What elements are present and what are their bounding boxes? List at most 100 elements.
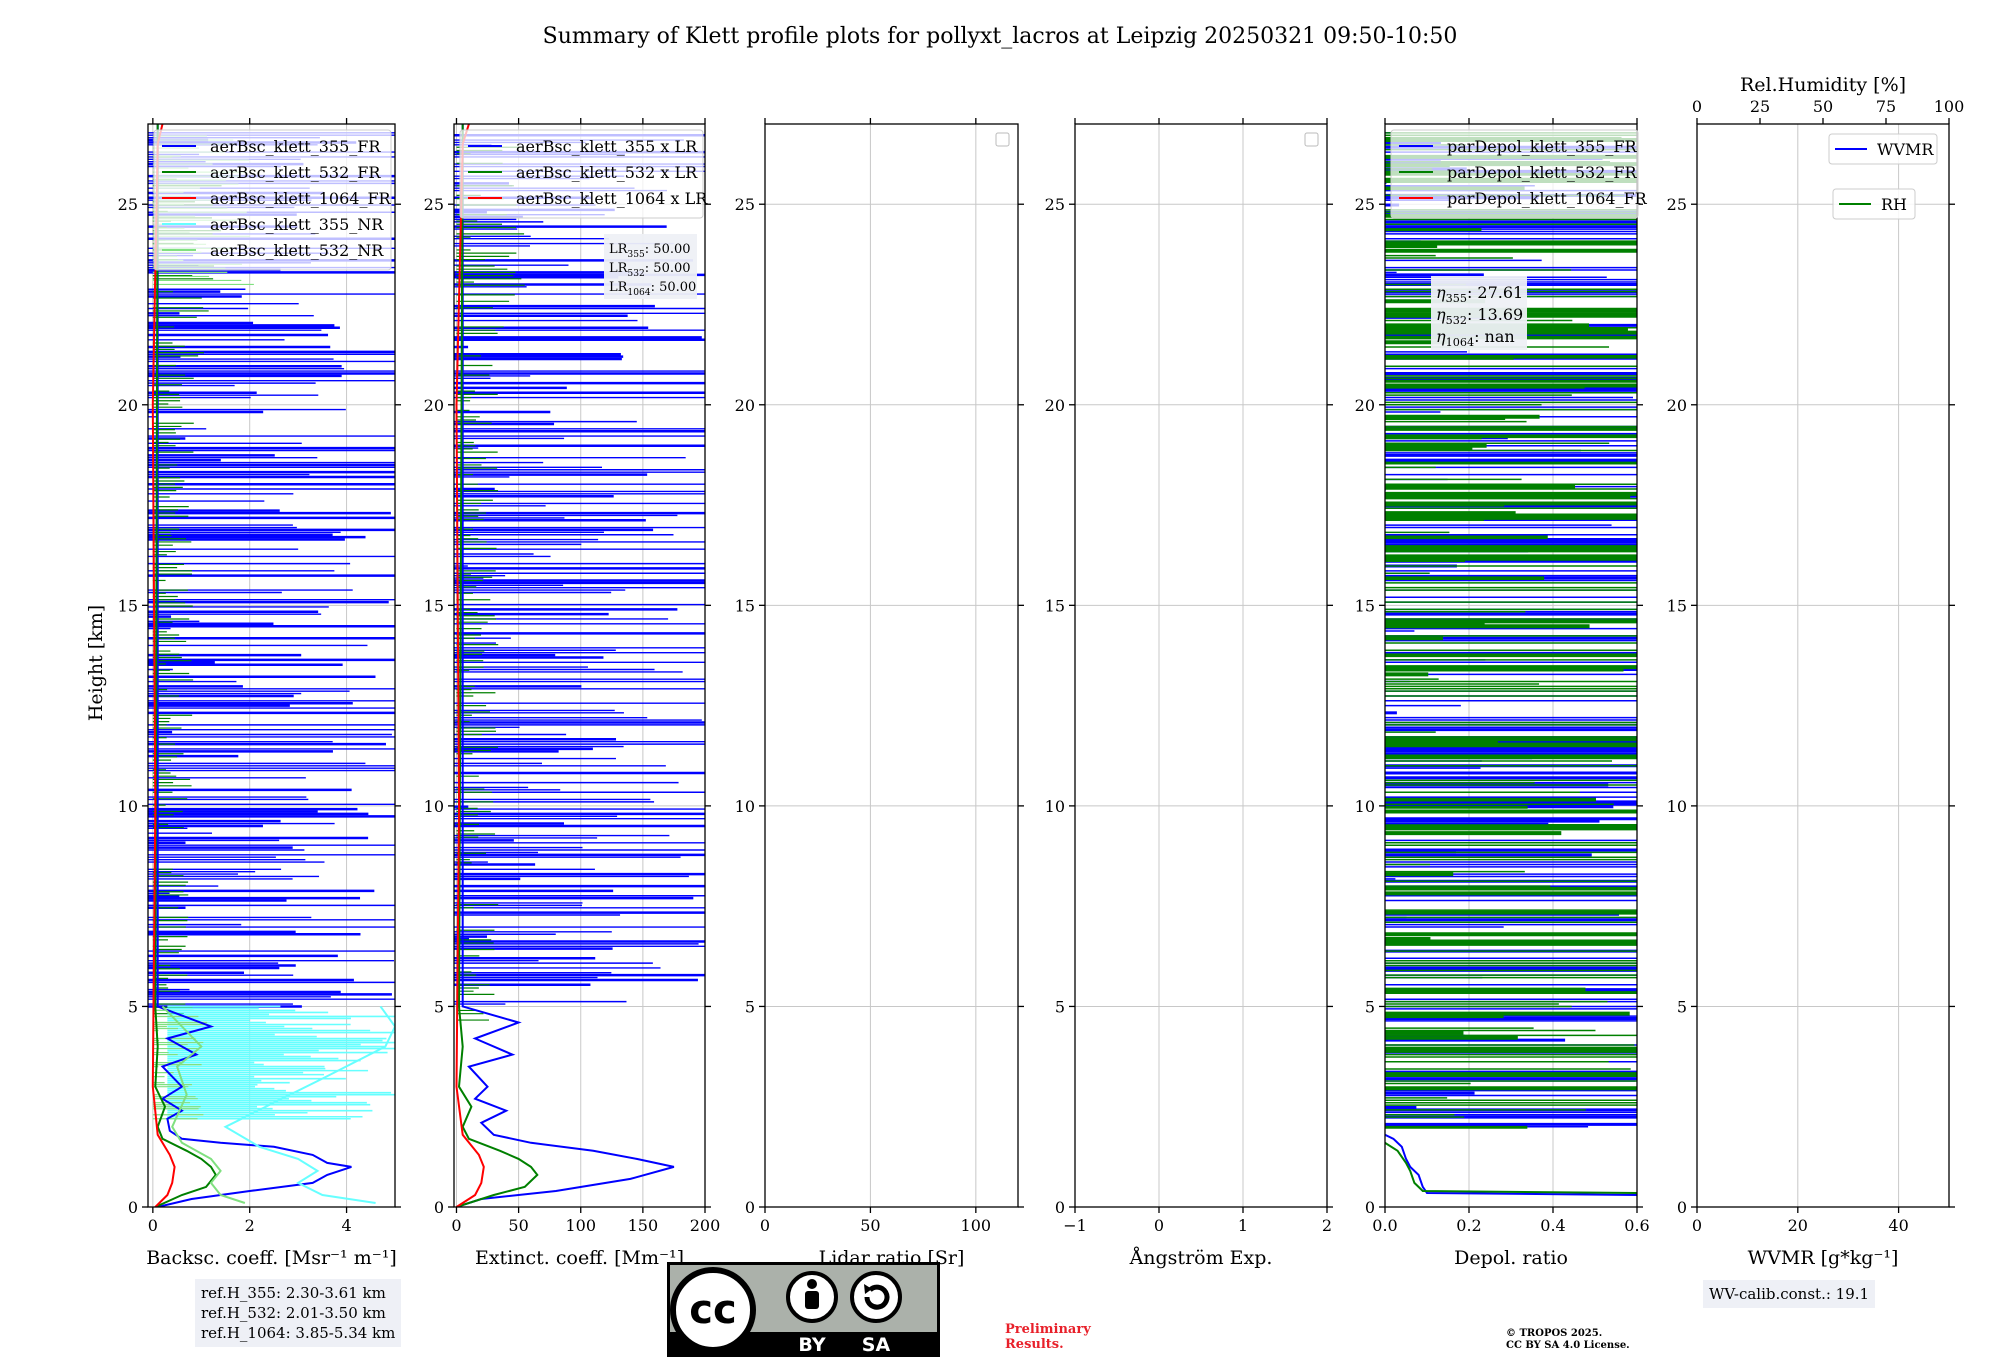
y-tick-label: 15 xyxy=(1667,596,1687,615)
legend-label: parDepol_klett_532_FR xyxy=(1447,163,1638,182)
x-tick-label: 0.4 xyxy=(1540,1216,1565,1235)
series-depol-0 xyxy=(1385,1133,1637,1196)
subplot-wvmr: 0 20 40 0 5 10 15 20 25 WVMR [g*kg⁻¹] 0 25 50 75 100 Re… xyxy=(1667,74,1965,1269)
axes-frame-extinction xyxy=(453,123,706,1208)
y-tick-label: 20 xyxy=(1355,396,1375,415)
y-tick-label: 20 xyxy=(1667,396,1687,415)
ref-height-532: ref.H_532: 2.01-3.50 km xyxy=(201,1304,386,1322)
cc-icon-text: cc xyxy=(689,1287,736,1333)
legend-label: aerBsc_klett_355_FR xyxy=(210,137,381,156)
y-tick-label: 15 xyxy=(424,596,444,615)
axes-frame-backscatter xyxy=(147,123,396,1208)
y-tick-label: 10 xyxy=(1667,797,1687,816)
y-tick-label: 10 xyxy=(424,797,444,816)
series-extinction-0 xyxy=(456,124,675,1207)
legend-label: parDepol_klett_355_FR xyxy=(1447,137,1638,156)
series-backscatter-1 xyxy=(154,124,218,1207)
y-tick-label: 0 xyxy=(1365,1198,1375,1217)
axes-frame-angstrom xyxy=(1074,123,1328,1208)
series-extinction-1 xyxy=(456,124,539,1207)
x2-tick-label: 50 xyxy=(1813,97,1833,116)
x-tick-label: 0.0 xyxy=(1372,1216,1397,1235)
y-tick-label: 10 xyxy=(735,797,755,816)
x-tick-label: −1 xyxy=(1063,1216,1087,1235)
y-tick-label: 25 xyxy=(1045,195,1065,214)
legend-label: RH xyxy=(1881,195,1907,214)
x-axis-label-wvmr: WVMR [g*kg⁻¹] xyxy=(1748,1247,1899,1269)
series-backscatter-3 xyxy=(223,1005,395,1204)
legend-box-RH xyxy=(1832,188,1916,220)
legend-label: aerBsc_klett_355_NR xyxy=(210,215,384,234)
copyright-line-1: © TROPOS 2025. xyxy=(1506,1328,1603,1339)
x-tick-label: 150 xyxy=(628,1216,659,1235)
y-tick-label: 0 xyxy=(745,1198,755,1217)
x-tick-label: 100 xyxy=(565,1216,596,1235)
y-tick-label: 25 xyxy=(735,195,755,214)
x-tick-label: 0 xyxy=(148,1216,158,1235)
y-tick-label: 5 xyxy=(1677,997,1687,1016)
legend-label: aerBsc_klett_532_FR xyxy=(210,163,381,182)
legend-label: aerBsc_klett_532_NR xyxy=(210,241,384,260)
x-tick-label: 100 xyxy=(961,1216,992,1235)
x-axis-label-angstrom: Ångström Exp. xyxy=(1129,1247,1273,1269)
x-tick-label: 20 xyxy=(1788,1216,1808,1235)
y-tick-label: 5 xyxy=(1055,997,1065,1016)
series-depol-1 xyxy=(1385,1141,1637,1194)
y-tick-label: 0 xyxy=(128,1198,138,1217)
y-tick-label: 20 xyxy=(1045,396,1065,415)
copyright-line-2: CC BY SA 4.0 License. xyxy=(1506,1340,1630,1351)
series-backscatter-4 xyxy=(161,1005,246,1204)
legend-box-depol xyxy=(1390,129,1639,219)
series-backscatter-2 xyxy=(151,124,176,1207)
x-tick-label: 200 xyxy=(690,1216,721,1235)
y-tick-label: 15 xyxy=(1045,596,1065,615)
y-tick-label: 10 xyxy=(1355,797,1375,816)
subplot-extinction: 0 50 100 150 200 0 5 10 15 20 25 Extinct. coeff. [M… xyxy=(424,118,721,1269)
y-axis-label: Height [km] xyxy=(85,605,107,721)
empty-legend xyxy=(1304,132,1319,147)
annotation-box-depol xyxy=(1431,276,1527,350)
axes-frame-lidar_ratio xyxy=(764,123,1019,1208)
legend-label: aerBsc_klett_1064 x LR xyxy=(516,189,708,208)
legend-label: parDepol_klett_1064_FR xyxy=(1447,189,1648,208)
ref-height-1064: ref.H_1064: 3.85-5.34 km xyxy=(201,1324,396,1342)
y-tick-label: 5 xyxy=(745,997,755,1016)
annotation-extinction-2: LR1064: 50.00 xyxy=(609,280,696,298)
x-tick-label: 0 xyxy=(451,1216,461,1235)
sa-arrow-icon xyxy=(850,1271,902,1323)
y-tick-label: 20 xyxy=(735,396,755,415)
x-axis-label-depol: Depol. ratio xyxy=(1454,1247,1568,1269)
legend-box-backscatter xyxy=(153,129,392,271)
subplot-backscatter: 0 2 4 0 5 10 15 20 25 Backsc. coeff. [Msr⁻¹ m⁻¹] a… xyxy=(118,118,401,1269)
ref-height-355: ref.H_355: 2.30-3.61 km xyxy=(201,1284,386,1302)
x-tick-label: 40 xyxy=(1888,1216,1908,1235)
cc-icon xyxy=(670,1267,756,1353)
y-tick-label: 20 xyxy=(424,396,444,415)
y-tick-label: 25 xyxy=(1667,195,1687,214)
preliminary-line-1: Preliminary xyxy=(1005,1322,1091,1337)
y-tick-label: 0 xyxy=(434,1198,444,1217)
noise-layer-depol xyxy=(1385,132,1637,1129)
x-tick-label: 1 xyxy=(1238,1216,1248,1235)
sa-label: SA xyxy=(862,1334,891,1356)
cc-by-sa-badge: cc BY SA xyxy=(667,1262,940,1357)
y-tick-label: 5 xyxy=(434,997,444,1016)
wv-calibration-text: WV-calib.const.: 19.1 xyxy=(1709,1285,1870,1303)
y-tick-label: 15 xyxy=(735,596,755,615)
x-tick-label: 0 xyxy=(1154,1216,1164,1235)
annotation-depol-0: η355: 27.61 xyxy=(1436,283,1523,305)
figure-title: Summary of Klett profile plots for polly… xyxy=(543,24,1458,49)
x-tick-label: 0.6 xyxy=(1624,1216,1649,1235)
y-tick-label: 5 xyxy=(128,997,138,1016)
y-tick-label: 0 xyxy=(1055,1198,1065,1217)
x2-tick-label: 100 xyxy=(1934,97,1965,116)
y-tick-label: 10 xyxy=(118,797,138,816)
annotation-box-extinction xyxy=(604,234,697,299)
annotation-extinction-1: LR532: 50.00 xyxy=(609,261,691,279)
annotation-extinction-0: LR355: 50.00 xyxy=(609,242,691,260)
x2-tick-label: 0 xyxy=(1692,97,1702,116)
series-extinction-2 xyxy=(455,124,485,1207)
